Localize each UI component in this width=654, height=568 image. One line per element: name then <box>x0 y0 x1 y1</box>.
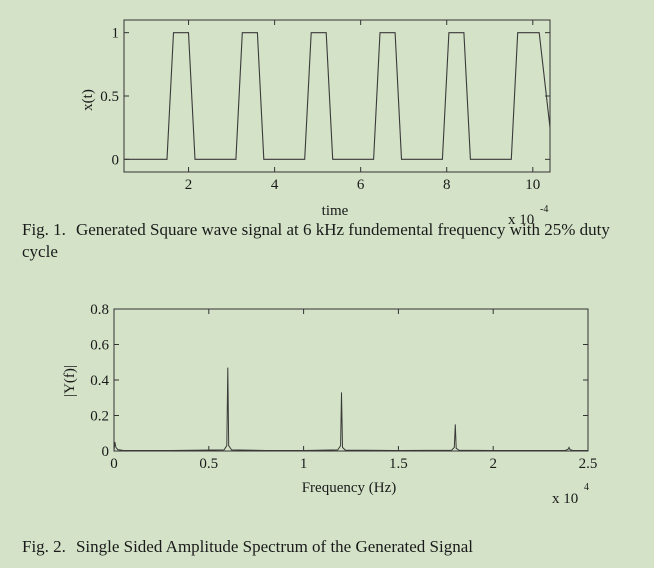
plot2-xlabel: Frequency (Hz) <box>302 480 397 496</box>
p1-xtick-label: 2 <box>185 177 193 193</box>
plot1-x-multiplier-exp: -4 <box>540 204 548 215</box>
p2-xtick-label: 2.5 <box>579 456 598 472</box>
plot2-ylabel: |Y(f)| <box>62 365 78 397</box>
plot1-axes-frame <box>123 19 551 173</box>
square-wave-plot: 2 4 6 8 10 0 0.5 1 time x(t) x 10 -4 <box>80 19 551 228</box>
figure2-caption: Fig. 2. Single Sided Amplitude Spectrum o… <box>22 536 642 558</box>
p1-xtick-label: 10 <box>525 177 540 193</box>
p2-xtick-label: 2 <box>489 456 497 472</box>
p2-ytick-label: 0.4 <box>90 373 109 389</box>
plot1-xlabel: time <box>322 203 349 219</box>
amplitude-spectrum-plot: 0 0.5 1 1.5 2 2.5 0 0.2 0.4 0.6 0.8 Frequency (Hz… <box>62 302 597 507</box>
p2-ytick-label: 0 <box>102 444 110 460</box>
p2-xtick-label: 1.5 <box>389 456 408 472</box>
plot2-x-multiplier: x 10 <box>552 491 578 507</box>
plot2-x-ticks: 0 0.5 1 1.5 2 2.5 <box>110 309 597 472</box>
plot2-x-multiplier-exp: 4 <box>584 482 589 493</box>
plot1-ylabel: x(t) <box>80 89 96 111</box>
p2-xtick-label: 0 <box>110 456 118 472</box>
p1-ytick-label: 0.5 <box>100 89 119 105</box>
plot1-x-multiplier: x 10 <box>508 212 534 228</box>
figure1-number: Fig. 1. <box>22 220 66 239</box>
figure2-number: Fig. 2. <box>22 537 66 556</box>
plot1-signal-line <box>124 32 551 160</box>
plot2-axes-frame <box>113 308 589 452</box>
figure2-caption-text: Single Sided Amplitude Spectrum of the G… <box>75 537 474 556</box>
p2-ytick-label: 0.8 <box>90 302 109 318</box>
figure1-caption: Fig. 1. Generated Square wave signal at 6… <box>22 219 642 263</box>
p2-ytick-label: 0.2 <box>90 409 109 425</box>
plot1-x-ticks: 2 4 6 8 10 <box>185 20 540 193</box>
p1-ytick-label: 0 <box>112 152 120 168</box>
plot2-spectrum-line <box>113 367 588 452</box>
p1-xtick-label: 6 <box>357 177 365 193</box>
p2-xtick-label: 1 <box>300 456 308 472</box>
plot2-y-ticks: 0 0.2 0.4 0.6 0.8 <box>90 302 588 460</box>
p2-ytick-label: 0.6 <box>90 338 109 354</box>
figure1-caption-text: Generated Square wave signal at 6 kHz fu… <box>22 220 610 261</box>
p2-xtick-label: 0.5 <box>199 456 218 472</box>
p1-xtick-label: 4 <box>271 177 279 193</box>
p1-ytick-label: 1 <box>112 26 120 42</box>
p1-xtick-label: 8 <box>443 177 451 193</box>
